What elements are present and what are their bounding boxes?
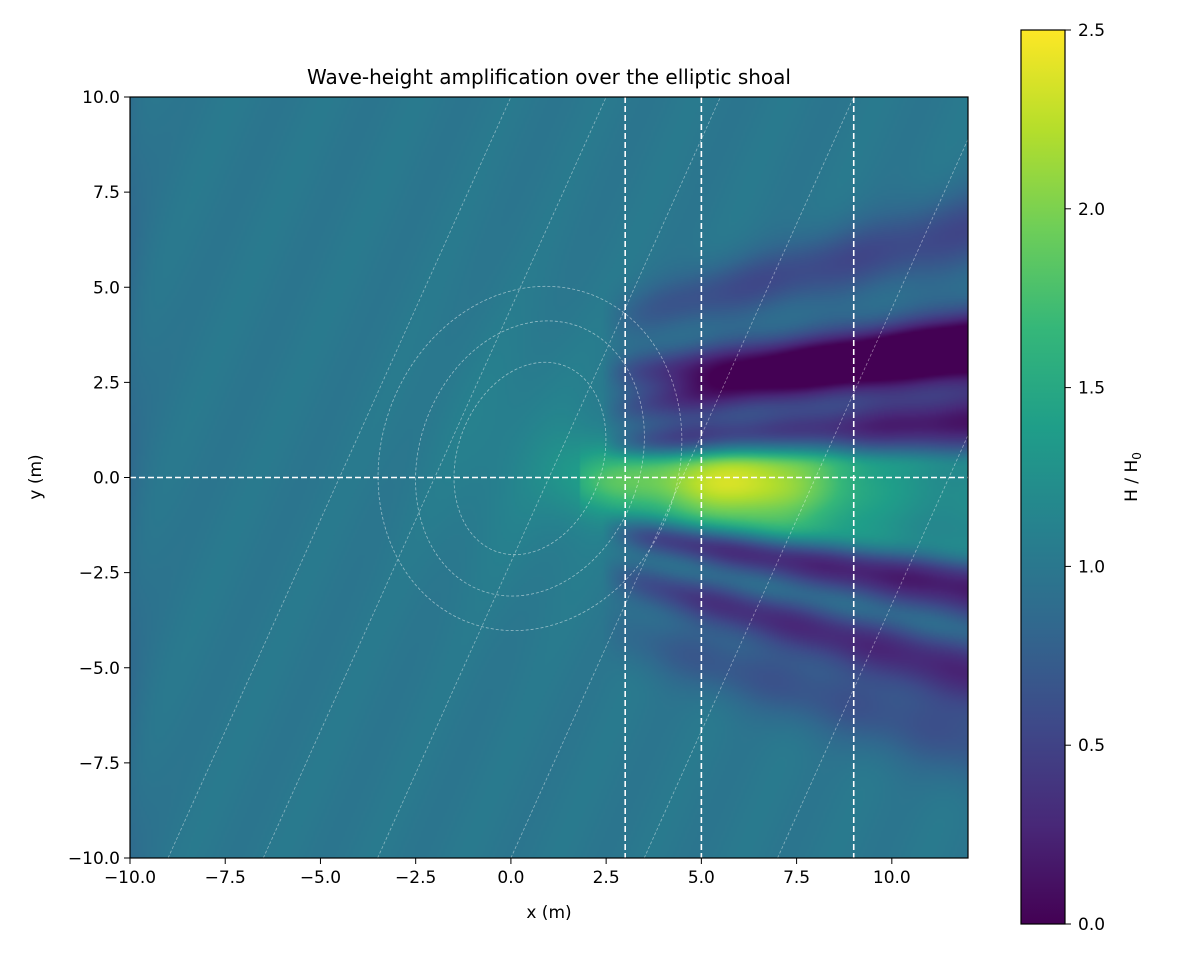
x-tick-label: −5.0: [300, 868, 341, 888]
x-tick-label: −2.5: [395, 868, 436, 888]
x-tick-label: 7.5: [783, 868, 810, 888]
colorbar-frame: [1020, 29, 1066, 925]
x-tick-label: 0.0: [497, 868, 524, 888]
y-tick-label: −5.0: [79, 659, 120, 679]
colorbar-tick-label: 0.5: [1078, 736, 1105, 756]
x-tick-label: 10.0: [873, 868, 911, 888]
shoal-contour: [453, 361, 607, 556]
colorbar-label: H / H0: [1122, 452, 1144, 502]
depth-contour-line: [262, 97, 607, 858]
y-axis: −10.0 −7.5 −5.0 −2.5 0.0 2.5 5.0 7.5 10.0: [68, 88, 130, 869]
y-tick-label: −2.5: [79, 564, 120, 584]
colorbar-tick-label: 2.5: [1078, 21, 1105, 41]
x-tick-label: 5.0: [688, 868, 715, 888]
depth-contour-line: [777, 434, 968, 858]
colorbar-tick-label: 1.5: [1078, 379, 1105, 399]
y-axis-label: y (m): [26, 454, 46, 499]
y-tick-label: −10.0: [68, 849, 120, 869]
colorbar-tick-label: 0.0: [1078, 915, 1105, 935]
colorbar-tick-label: 1.0: [1078, 557, 1105, 577]
y-tick-label: 7.5: [93, 183, 120, 203]
colorbar: 0.0 0.5 1.0 1.5 2.0 2.5 H / H0: [1020, 21, 1144, 935]
chart-title: Wave-height amplification over the ellip…: [307, 65, 791, 89]
colorbar-ticks: 0.0 0.5 1.0 1.5 2.0 2.5: [1065, 21, 1105, 935]
shoal-contour: [415, 320, 645, 597]
shoal-contours: [377, 285, 683, 632]
colorbar-label-main: H / H: [1122, 460, 1142, 502]
plot-area: [129, 96, 969, 859]
colorbar-tick-label: 2.0: [1078, 200, 1105, 220]
x-axis-label: x (m): [526, 903, 571, 923]
y-tick-label: 0.0: [93, 469, 120, 489]
x-axis: −10.0 −7.5 −5.0 −2.5 0.0 2.5 5.0 7.5 10.0: [104, 858, 911, 888]
colorbar-gradient: [1021, 30, 1065, 924]
x-tick-label: −10.0: [104, 868, 156, 888]
y-tick-label: 10.0: [82, 88, 120, 108]
x-tick-label: 2.5: [593, 868, 620, 888]
y-tick-label: 2.5: [93, 373, 120, 393]
y-tick-label: 5.0: [93, 278, 120, 298]
colorbar-label-subscript: 0: [1130, 452, 1144, 460]
shoal-contour: [377, 285, 683, 632]
x-tick-label: −7.5: [205, 868, 246, 888]
reference-lines: [130, 97, 968, 858]
y-tick-label: −7.5: [79, 754, 120, 774]
